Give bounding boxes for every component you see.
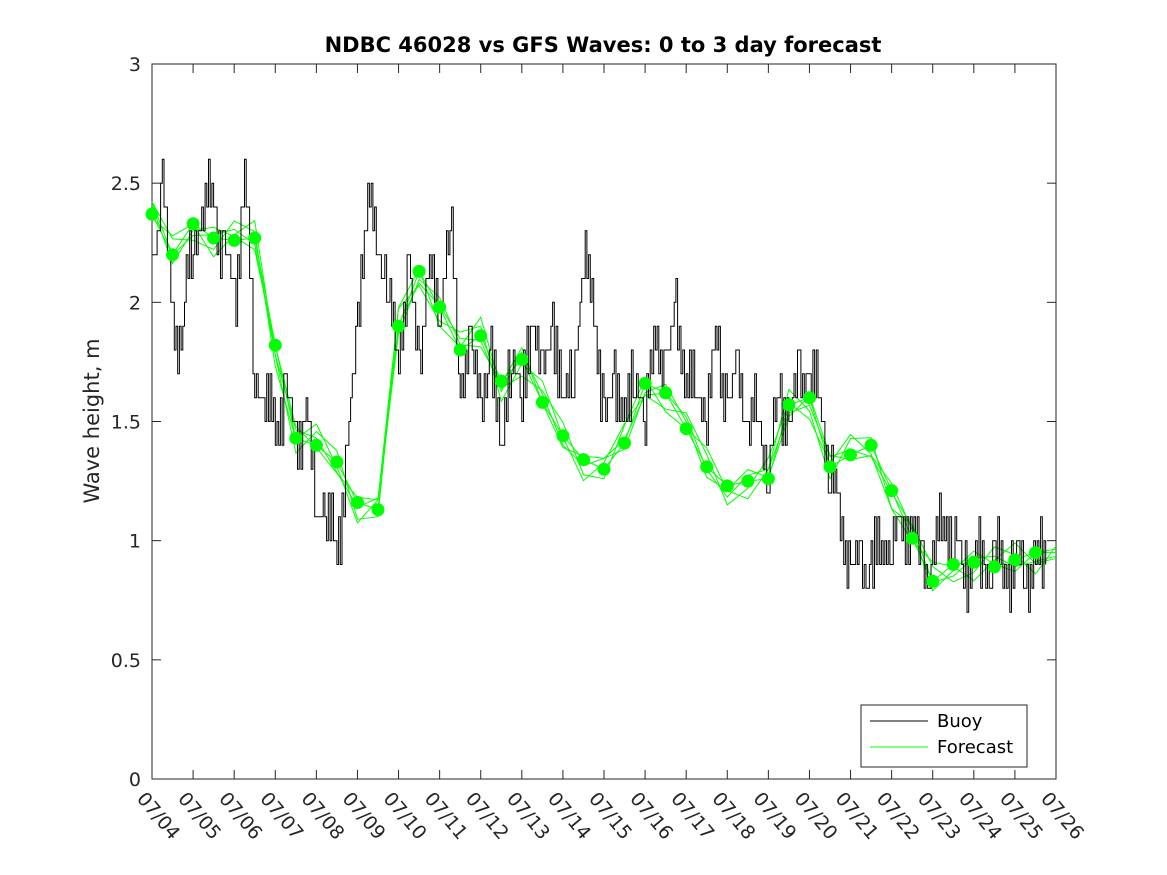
forecast-point — [577, 453, 590, 467]
forecast-point — [761, 472, 775, 486]
y-tick-label: 1 — [129, 531, 141, 553]
forecast-point — [392, 319, 405, 333]
forecast-point — [967, 555, 981, 569]
forecast-point — [659, 386, 673, 400]
forecast-point — [309, 438, 323, 452]
plot-area — [145, 63, 1057, 780]
forecast-point — [618, 436, 631, 450]
forecast-point — [885, 484, 899, 498]
forecast-point — [289, 431, 303, 445]
forecast-point — [864, 438, 878, 452]
x-tick-label: 07/07 — [255, 788, 307, 844]
legend-forecast-label: Forecast — [937, 737, 1013, 758]
forecast-point — [268, 338, 282, 352]
x-tick-label: 07/17 — [666, 788, 718, 844]
forecast-point — [494, 374, 508, 388]
forecast-point — [946, 558, 960, 571]
forecast-point — [679, 422, 693, 436]
forecast-point — [351, 496, 364, 509]
chart-title: NDBC 46028 vs GFS Waves: 0 to 3 day fore… — [325, 33, 882, 57]
forecast-point — [803, 391, 816, 405]
x-tick-label: 07/14 — [543, 788, 595, 844]
x-tick-label: 07/21 — [831, 788, 883, 844]
forecast-point — [474, 329, 488, 343]
x-tick-label: 07/19 — [749, 788, 801, 844]
x-tick-label: 07/16 — [625, 788, 677, 844]
x-tick-label: 07/13 — [502, 788, 554, 844]
x-tick-label: 07/05 — [173, 788, 225, 844]
x-tick-label: 07/22 — [872, 788, 924, 844]
y-tick-label: 0 — [129, 769, 141, 791]
x-tick-label: 07/04 — [132, 788, 184, 844]
x-tick-label: 07/20 — [790, 788, 842, 844]
forecast-point — [926, 574, 940, 588]
plot-frame — [151, 63, 1057, 780]
forecast-point — [515, 353, 529, 366]
x-tick-label: 07/24 — [954, 788, 1006, 844]
forecast-point — [535, 395, 549, 409]
forecast-point — [1008, 553, 1022, 567]
forecast-point — [248, 231, 262, 245]
legend: Buoy Forecast — [860, 704, 1028, 768]
y-tick-label: 0.5 — [111, 650, 141, 672]
x-tick-label: 07/10 — [379, 788, 431, 844]
x-tick-label: 07/09 — [338, 788, 390, 844]
forecast-point — [700, 460, 714, 474]
forecast-point — [556, 429, 570, 443]
legend-box — [860, 704, 1028, 768]
forecast-point — [905, 531, 919, 545]
forecast-point — [720, 479, 734, 493]
forecast-point — [844, 448, 857, 462]
forecast-point — [207, 231, 221, 245]
legend-buoy-label: Buoy — [937, 711, 983, 732]
forecast-point — [330, 455, 344, 469]
x-tick-label: 07/06 — [214, 788, 266, 844]
forecast-point — [166, 248, 179, 262]
y-tick-label: 2.5 — [111, 173, 141, 195]
x-tick-label: 07/23 — [913, 788, 965, 844]
x-tick-label: 07/12 — [461, 788, 513, 844]
y-tick-label: 3 — [129, 54, 141, 76]
y-axis: 0 0.5 1 1.5 2 2.5 3 — [111, 54, 1056, 791]
forecast-point — [597, 462, 611, 476]
forecast-point — [638, 376, 652, 390]
buoy-line — [152, 158, 1047, 613]
forecast-markers — [145, 207, 1042, 588]
x-tick-label: 07/18 — [707, 788, 759, 844]
forecast-point — [1029, 546, 1042, 560]
forecast-point — [145, 207, 159, 221]
forecast-point — [433, 300, 447, 314]
forecast-point — [227, 233, 241, 247]
buoy-series — [152, 158, 1047, 613]
y-tick-label: 1.5 — [111, 412, 141, 434]
x-tick-label: 07/25 — [995, 788, 1047, 844]
x-tick-label: 07/26 — [1036, 788, 1088, 844]
y-axis-label: Wave height, m — [80, 338, 104, 503]
forecast-point — [186, 217, 200, 231]
x-tick-label: 07/15 — [584, 788, 636, 844]
forecast-point — [453, 343, 467, 357]
forecast-point — [371, 503, 385, 517]
forecast-point — [741, 474, 755, 488]
x-tick-label: 07/08 — [297, 788, 349, 844]
forecast-point — [412, 264, 426, 278]
x-tick-label: 07/11 — [420, 788, 472, 844]
y-tick-label: 2 — [129, 292, 141, 314]
forecast-point — [987, 560, 1001, 574]
forecast-point — [823, 460, 837, 474]
forecast-point — [782, 398, 796, 412]
